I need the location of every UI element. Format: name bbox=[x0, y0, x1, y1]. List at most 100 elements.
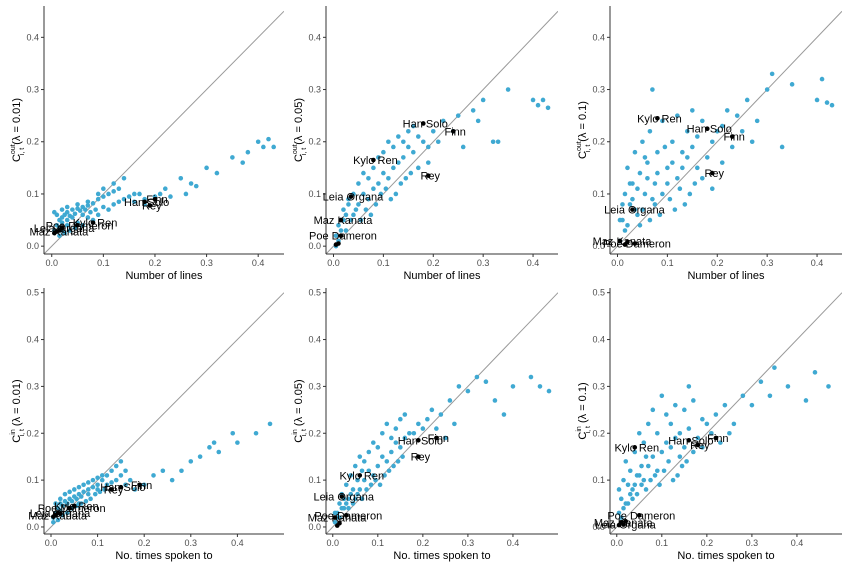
data-point bbox=[650, 407, 656, 413]
x-tick-label: 0.4 bbox=[252, 258, 265, 268]
data-point bbox=[90, 484, 96, 490]
y-tick-label: 0.0 bbox=[592, 241, 605, 251]
data-point bbox=[670, 477, 676, 483]
data-point bbox=[645, 160, 650, 165]
x-axis-title: No. times spoken to bbox=[677, 550, 774, 562]
data-point bbox=[357, 454, 363, 459]
data-point bbox=[132, 487, 138, 492]
data-point bbox=[664, 440, 669, 445]
character-point bbox=[357, 473, 363, 478]
data-point bbox=[126, 194, 132, 199]
data-point bbox=[118, 459, 124, 464]
data-point bbox=[95, 482, 100, 488]
y-axis-superscript: in bbox=[292, 429, 299, 435]
data-point bbox=[667, 196, 673, 202]
data-point bbox=[102, 487, 107, 492]
data-point bbox=[95, 487, 100, 492]
character-label: Rey bbox=[104, 484, 124, 496]
data-point bbox=[686, 384, 692, 389]
data-point bbox=[470, 108, 476, 113]
y-tick-label: 0.2 bbox=[26, 137, 39, 147]
data-point bbox=[401, 139, 406, 145]
data-point bbox=[657, 212, 663, 218]
x-tick-label: 0.3 bbox=[200, 258, 213, 268]
character-point bbox=[52, 230, 57, 236]
data-point bbox=[54, 212, 60, 218]
character-label: Finn bbox=[445, 126, 466, 138]
data-point bbox=[261, 144, 266, 150]
data-point bbox=[709, 186, 715, 192]
x-tick-label: 0.2 bbox=[138, 538, 151, 548]
x-tick-label: 0.0 bbox=[326, 538, 339, 548]
data-point bbox=[679, 463, 685, 469]
data-point bbox=[111, 189, 116, 194]
data-point bbox=[72, 211, 78, 217]
y-tick-label: 0.3 bbox=[592, 381, 605, 391]
data-point bbox=[55, 517, 61, 523]
data-point bbox=[211, 440, 217, 445]
data-point bbox=[630, 496, 635, 502]
data-point bbox=[456, 384, 462, 389]
character-label: Leia Organa bbox=[323, 192, 384, 204]
y-tick-label: 0.4 bbox=[592, 32, 605, 42]
data-point bbox=[109, 468, 114, 474]
data-point bbox=[346, 496, 351, 502]
character-point bbox=[118, 484, 124, 490]
data-point bbox=[635, 212, 640, 218]
x-tick-label: 0.1 bbox=[656, 538, 669, 548]
y-tick-label: 0.0 bbox=[26, 522, 39, 532]
data-point bbox=[363, 207, 369, 212]
data-point bbox=[214, 170, 220, 176]
data-point bbox=[406, 144, 411, 150]
character-point bbox=[686, 437, 692, 443]
data-point bbox=[657, 482, 662, 488]
data-point bbox=[384, 421, 390, 427]
character-point bbox=[71, 503, 77, 509]
data-point bbox=[623, 459, 629, 464]
y-axis-superscript: out bbox=[576, 141, 583, 151]
data-point bbox=[375, 463, 381, 469]
data-point bbox=[395, 459, 401, 464]
data-point bbox=[540, 97, 546, 103]
data-point bbox=[389, 435, 394, 441]
x-tick-label: 0.4 bbox=[231, 538, 244, 548]
data-point bbox=[371, 186, 376, 192]
data-point bbox=[640, 139, 645, 145]
data-point bbox=[366, 449, 372, 455]
y-axis-subscript: i, t bbox=[301, 148, 308, 155]
data-point bbox=[183, 191, 189, 197]
y-tick-label: 0.1 bbox=[308, 475, 321, 485]
data-point bbox=[789, 82, 795, 87]
character-point bbox=[655, 115, 660, 121]
data-point bbox=[826, 384, 831, 389]
data-point bbox=[704, 155, 710, 160]
data-point bbox=[179, 468, 184, 474]
data-point bbox=[447, 398, 453, 403]
data-point bbox=[719, 160, 725, 165]
data-point bbox=[116, 199, 122, 205]
data-point bbox=[350, 487, 356, 492]
y-axis-title: Cout i, t (λ = 0.01) bbox=[10, 98, 26, 162]
data-point bbox=[70, 207, 75, 212]
y-tick-label: 0.5 bbox=[308, 288, 321, 298]
points bbox=[333, 87, 551, 249]
data-point bbox=[82, 207, 88, 212]
data-point bbox=[749, 402, 755, 408]
data-point bbox=[95, 475, 100, 481]
data-point bbox=[351, 212, 356, 218]
data-point bbox=[235, 440, 240, 445]
data-point bbox=[67, 489, 72, 495]
character-label: Finn bbox=[724, 132, 745, 144]
x-tick-label: 0.3 bbox=[462, 538, 475, 548]
data-point bbox=[188, 181, 194, 186]
y-tick-label: 0.2 bbox=[308, 137, 321, 147]
data-point bbox=[505, 87, 511, 92]
data-point bbox=[650, 87, 655, 92]
data-point bbox=[640, 207, 645, 212]
data-point bbox=[403, 175, 409, 181]
data-point bbox=[356, 181, 361, 186]
data-point bbox=[645, 463, 651, 469]
data-point bbox=[178, 175, 184, 181]
data-point bbox=[819, 76, 825, 82]
y-axis-title: Cout i, t (λ = 0.05) bbox=[292, 98, 308, 162]
